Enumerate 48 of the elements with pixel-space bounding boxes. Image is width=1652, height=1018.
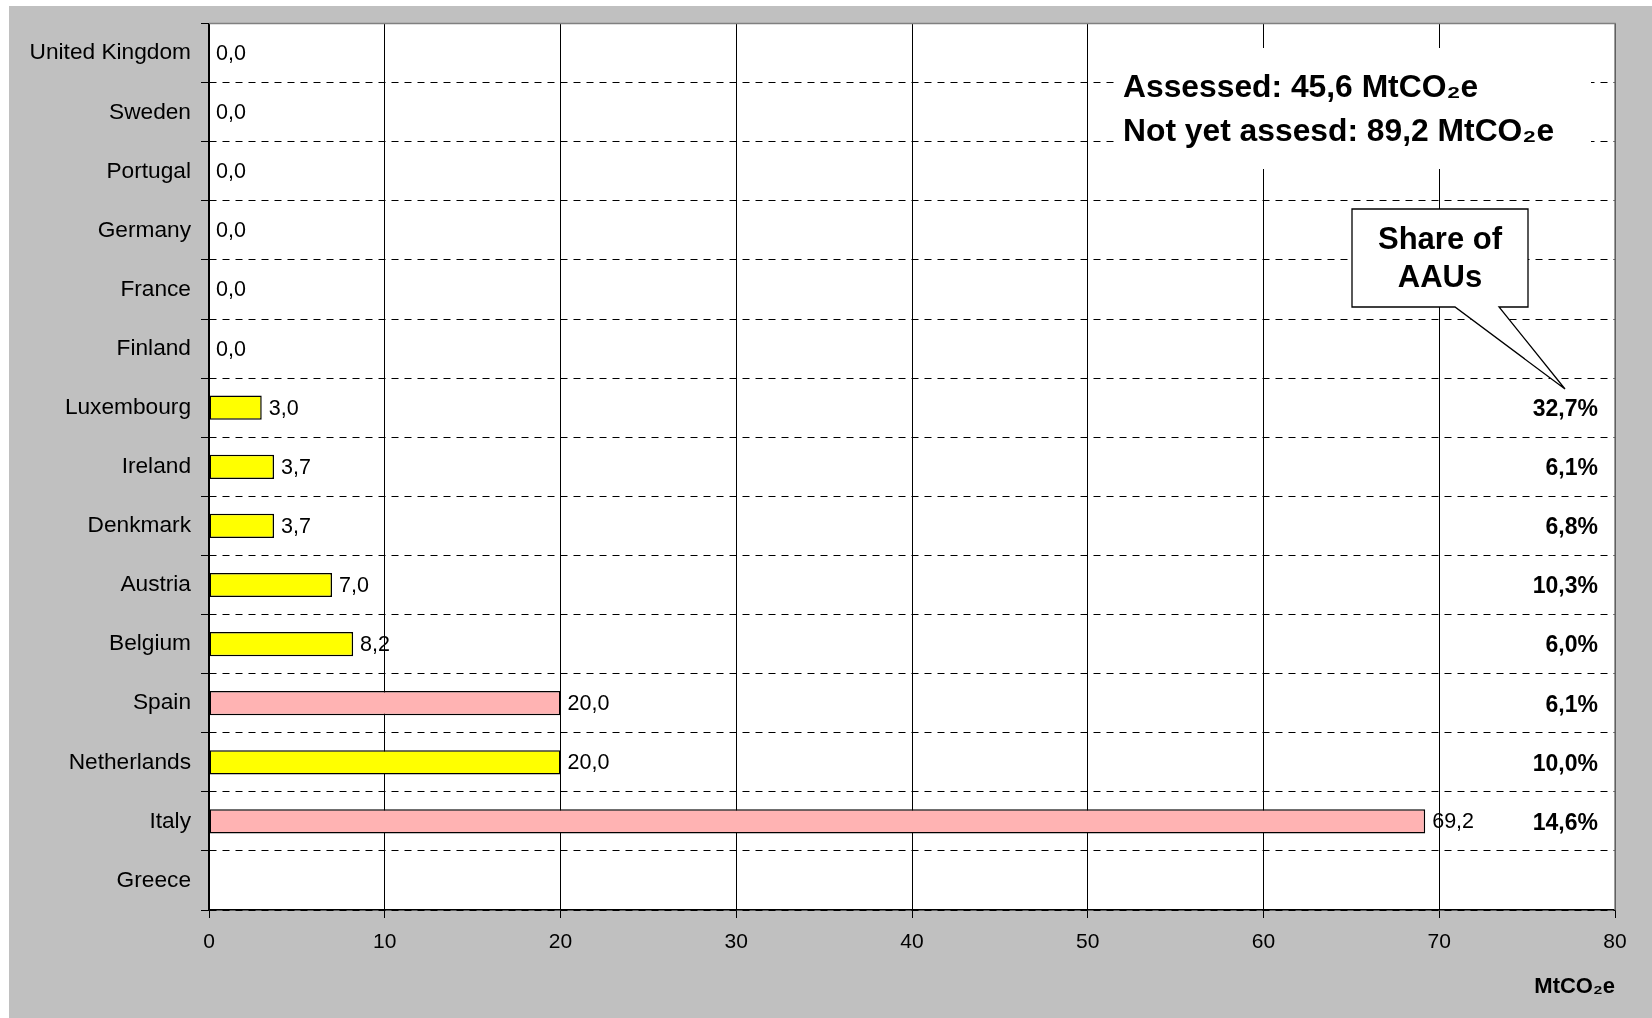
y-tick-label: France — [120, 274, 191, 301]
annotation: Assessed: 45,6 MtCO₂e — [1123, 67, 1480, 106]
annotation: 32,7% — [1532, 395, 1598, 422]
annotation: 10,3% — [1532, 572, 1598, 599]
y-tick-label: Portugal — [106, 156, 191, 183]
annotation: 14,6% — [1532, 808, 1598, 835]
x-tick-label: 70 — [1427, 929, 1451, 953]
y-tick-label: Denkmark — [87, 511, 192, 538]
x-tick-label: 50 — [1076, 929, 1100, 953]
data-label: 0,0 — [216, 336, 246, 361]
data-label: 0,0 — [216, 100, 246, 125]
data-label: 0,0 — [216, 159, 246, 184]
y-tick-label: Luxembourg — [64, 392, 191, 419]
y-tick-label: Germany — [97, 215, 192, 242]
x-tick-label: 40 — [900, 929, 924, 953]
y-tick-label: Netherlands — [68, 747, 191, 774]
annotation: 6,8% — [1545, 513, 1598, 540]
y-tick-label: United Kingdom — [29, 38, 191, 65]
x-tick-label: 80 — [1603, 929, 1627, 953]
data-label: 0,0 — [216, 41, 246, 66]
y-tick-label: Sweden — [109, 97, 191, 124]
x-tick-label: 60 — [1251, 929, 1276, 953]
y-tick-label: Spain — [132, 688, 191, 715]
x-tick-label: 10 — [373, 929, 397, 953]
y-tick-label: Belgium — [109, 629, 191, 656]
data-label: 20,0 — [567, 750, 610, 775]
annotation: Share of AAUs — [1377, 220, 1503, 296]
annotation: 10,0% — [1532, 749, 1598, 776]
data-label: 7,0 — [339, 572, 369, 597]
data-label: 3,0 — [268, 395, 299, 420]
y-tick-label: Finland — [116, 333, 191, 360]
y-tick-label: Greece — [116, 865, 191, 892]
data-label: 20,0 — [567, 691, 610, 716]
data-label: 0,0 — [216, 218, 246, 243]
x-axis-title: MtCO₂e — [1534, 972, 1615, 998]
x-tick-label: 20 — [548, 929, 573, 953]
y-tick-label: Ireland — [121, 452, 191, 479]
annotation: Not yet assesd: 89,2 MtCO₂e — [1123, 111, 1556, 150]
annotation: 6,0% — [1545, 631, 1598, 658]
data-label: 3,7 — [281, 513, 311, 538]
annotation: 6,1% — [1545, 690, 1598, 717]
data-label: 3,7 — [281, 454, 311, 479]
y-tick-label: Austria — [120, 570, 192, 597]
x-tick-label: 30 — [724, 929, 748, 953]
x-tick-label: 0 — [203, 929, 215, 953]
data-label: 0,0 — [216, 277, 246, 302]
y-tick-label: Italy — [149, 806, 192, 833]
annotation: 6,1% — [1545, 454, 1598, 481]
